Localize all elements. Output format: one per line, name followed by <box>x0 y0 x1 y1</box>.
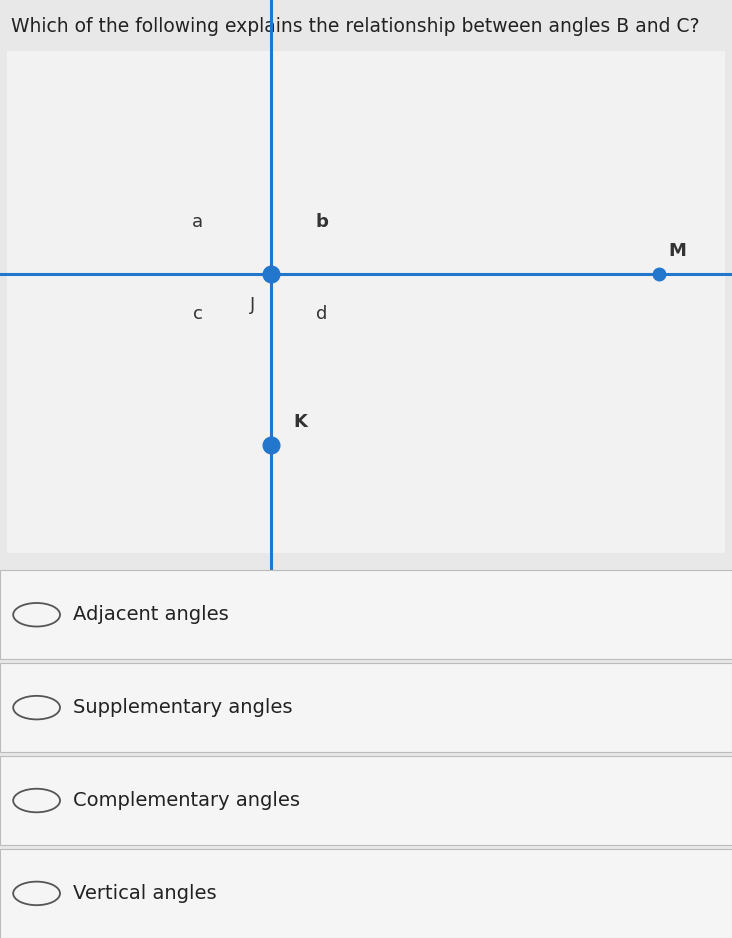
Text: J: J <box>250 296 255 314</box>
Text: Vertical angles: Vertical angles <box>73 884 217 903</box>
Text: K: K <box>294 413 307 431</box>
Text: Adjacent angles: Adjacent angles <box>73 605 229 625</box>
Text: a: a <box>192 213 203 232</box>
FancyBboxPatch shape <box>0 849 732 938</box>
Text: Supplementary angles: Supplementary angles <box>73 698 293 718</box>
Text: d: d <box>316 305 328 323</box>
FancyBboxPatch shape <box>0 570 732 659</box>
Text: Complementary angles: Complementary angles <box>73 791 300 810</box>
Text: Which of the following explains the relationship between angles B and C?: Which of the following explains the rela… <box>11 17 700 36</box>
FancyBboxPatch shape <box>0 663 732 752</box>
FancyBboxPatch shape <box>0 756 732 845</box>
Text: M: M <box>668 242 686 260</box>
Text: c: c <box>193 305 203 323</box>
FancyBboxPatch shape <box>7 52 725 553</box>
Text: b: b <box>315 213 329 232</box>
